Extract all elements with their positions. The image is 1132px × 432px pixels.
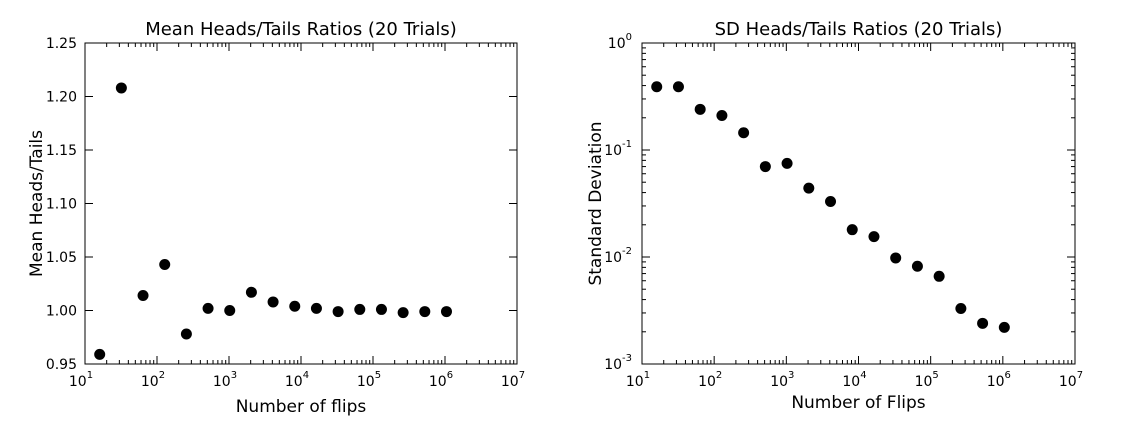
x-tick-label: 106 (987, 370, 1011, 390)
x-tick-label: 103 (213, 370, 237, 390)
data-point (781, 157, 793, 169)
x-axis-label: Number of Flips (791, 393, 925, 413)
x-tick-label: 107 (1059, 370, 1083, 390)
data-point (245, 286, 257, 298)
data-point (759, 161, 771, 173)
x-tick-label: 103 (770, 370, 794, 390)
sd-ratio-chart: SD Heads/Tails Ratios (20 Trials) Standa… (586, 19, 1083, 413)
y-tick-label: 1.00 (46, 304, 77, 320)
data-point (354, 303, 366, 315)
y-tick-label: 100 (608, 32, 632, 52)
data-point (933, 270, 945, 282)
x-tick-label: 102 (141, 370, 165, 390)
data-point (803, 182, 815, 194)
data-point (267, 296, 279, 308)
y-tick-label: 10-2 (604, 246, 632, 266)
data-point (137, 290, 149, 302)
data-point (998, 321, 1010, 333)
chart-title: Mean Heads/Tails Ratios (20 Trials) (145, 19, 457, 40)
x-tick-label: 104 (842, 370, 866, 390)
x-tick-label: 101 (69, 370, 93, 390)
data-point (672, 81, 684, 93)
y-tick-label: 1.25 (46, 36, 77, 52)
y-tick-label: 1.15 (46, 143, 77, 159)
mean-ratio-chart: Mean Heads/Tails Ratios (20 Trials) Mean… (27, 19, 525, 417)
data-point (955, 303, 967, 315)
x-tick-label: 105 (357, 370, 381, 390)
x-tick-label: 107 (501, 370, 525, 390)
y-axis-label: Standard Deviation (586, 121, 606, 285)
data-point (911, 260, 923, 272)
y-tick-label: 10-1 (604, 139, 632, 159)
data-point (419, 306, 431, 318)
chart-title: SD Heads/Tails Ratios (20 Trials) (715, 19, 1003, 40)
x-tick-label: 105 (915, 370, 939, 390)
y-tick-label: 1.05 (46, 250, 77, 266)
data-point (115, 82, 127, 94)
x-tick-label: 102 (698, 370, 722, 390)
data-point (825, 196, 837, 208)
plot-frame (84, 42, 518, 365)
x-tick-label: 106 (429, 370, 453, 390)
data-point (694, 103, 706, 115)
data-point (289, 300, 301, 312)
plot-frame (641, 42, 1076, 365)
data-point (977, 317, 989, 329)
data-point (868, 231, 880, 243)
y-axis-label: Mean Heads/Tails (27, 130, 47, 277)
data-point (332, 306, 344, 318)
y-tick-label: 1.10 (46, 197, 77, 213)
data-point (440, 306, 452, 318)
data-point (890, 252, 902, 264)
data-point (738, 127, 750, 139)
x-tick-label: 101 (626, 370, 650, 390)
x-axis-label: Number of flips (236, 397, 367, 417)
data-point (310, 302, 322, 314)
data-point (94, 348, 106, 360)
data-point (180, 328, 192, 340)
data-point (846, 224, 858, 236)
data-point (159, 258, 171, 270)
data-point (224, 305, 236, 316)
data-point (202, 302, 214, 314)
y-tick-label: 10-3 (604, 353, 632, 373)
data-point (397, 307, 409, 319)
data-points (94, 82, 452, 360)
y-tick-label: 0.95 (46, 357, 77, 373)
y-tick-label: 1.20 (46, 90, 77, 106)
x-tick-label: 104 (285, 370, 309, 390)
data-point (651, 81, 663, 93)
data-point (716, 110, 728, 122)
data-point (375, 303, 387, 315)
data-points (651, 81, 1010, 333)
